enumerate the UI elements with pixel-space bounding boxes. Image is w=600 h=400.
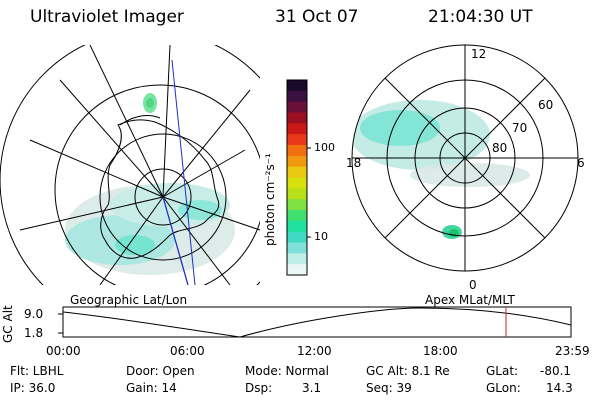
colorbar-segment <box>287 134 307 146</box>
colorbar-segment <box>287 242 307 254</box>
polar-label-right: 6 <box>577 156 585 170</box>
colorbar-segment <box>287 210 307 222</box>
polar-label-bottom: 0 <box>469 278 477 292</box>
timeline-xtick-0600: 06:00 <box>170 344 205 358</box>
timeline-y-label: GC Alt <box>1 305 15 343</box>
timeline-xtick-1800: 18:00 <box>423 344 458 358</box>
info-gain: Gain: 14 <box>126 381 177 395</box>
colorbar-segment <box>287 231 307 244</box>
timeline-left-title: Geographic Lat/Lon <box>70 293 188 307</box>
info-filter: Flt: LBHL <box>10 364 64 378</box>
polar-label-top: 12 <box>471 47 487 61</box>
timeline-xtick-2359: 23:59 <box>555 344 590 358</box>
timeline-right-title: Apex MLat/MLT <box>425 293 515 307</box>
colorbar <box>286 79 311 276</box>
timeline-plot <box>58 306 572 338</box>
timeline-xtick-0000: 00:00 <box>46 344 81 358</box>
colorbar-segment <box>287 145 307 157</box>
info-glat-label: GLat: <box>486 364 519 378</box>
info-glat-value: -80.1 <box>540 364 572 378</box>
polar-plot <box>351 44 579 272</box>
info-mode: Mode: Normal <box>245 364 329 378</box>
timeline-xtick-1200: 12:00 <box>297 344 332 358</box>
info-glon-value: 14.3 <box>546 381 573 395</box>
timeline-ytick-1-8: 1.8 <box>24 326 44 340</box>
colorbar-segment <box>287 101 307 114</box>
colorbar-segment <box>287 166 307 179</box>
colorbar-frame <box>286 79 308 276</box>
colorbar-segment <box>287 188 307 200</box>
colorbar-segment <box>287 199 307 211</box>
info-dsp-value: 3.1 <box>302 381 322 395</box>
polar-ring-80: 80 <box>492 141 508 155</box>
colorbar-tick-100: 100 <box>314 141 335 154</box>
colorbar-segment <box>287 80 307 92</box>
info-seq: Seq: 39 <box>366 381 412 395</box>
info-glon-label: GLon: <box>486 381 521 395</box>
time-readout: 21:04:30 UT <box>428 7 533 27</box>
colorbar-segment <box>287 264 307 276</box>
colorbar-segment <box>287 220 307 233</box>
colorbar-segment <box>287 123 307 135</box>
colorbar-segment <box>287 112 307 124</box>
polar-ring-70: 70 <box>512 121 528 135</box>
app-title: Ultraviolet Imager <box>30 7 184 27</box>
colorbar-label: photon cm⁻²s⁻¹ <box>263 153 277 246</box>
timeline-ytick-9: 9.0 <box>24 307 44 321</box>
info-dsp-label: Dsp: <box>245 381 273 395</box>
colorbar-segment <box>287 177 307 189</box>
polar-label-left: 18 <box>346 156 362 170</box>
date-readout: 31 Oct 07 <box>275 7 359 27</box>
info-ip: IP: 36.0 <box>10 381 56 395</box>
info-door: Door: Open <box>126 364 195 378</box>
polar-ring-60: 60 <box>538 98 554 112</box>
colorbar-segment <box>287 90 307 103</box>
colorbar-segment <box>287 253 307 265</box>
info-gc-alt: GC Alt: 8.1 Re <box>366 364 450 378</box>
colorbar-tick-10: 10 <box>314 230 328 243</box>
colorbar-segment <box>287 155 307 168</box>
